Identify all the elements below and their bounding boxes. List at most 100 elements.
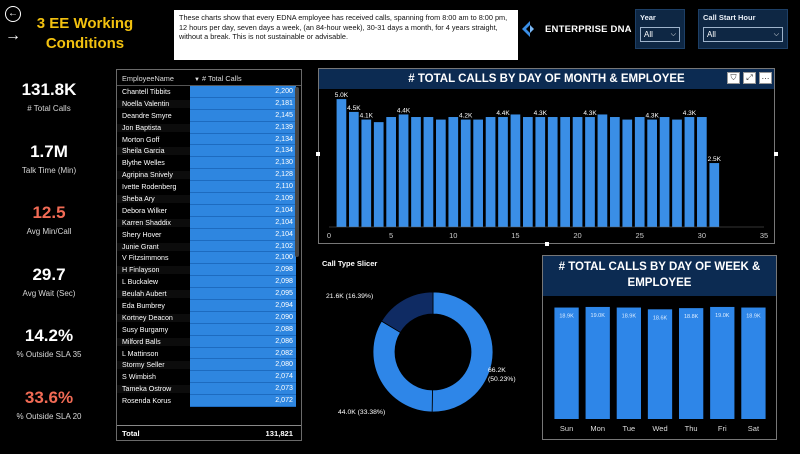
slice-label: 66.2K (488, 367, 506, 374)
slice-label: 44.0K (33.38%) (338, 409, 385, 416)
employee-total-calls: 2,145 (190, 109, 296, 122)
page-title: 3 EE Working Conditions (36, 15, 134, 52)
bar (336, 99, 347, 227)
chart-title: # TOTAL CALLS BY DAY OF WEEK & EMPLOYEE (543, 256, 776, 296)
bar (616, 307, 642, 419)
call-start-hour-slicer[interactable]: Call Start Hour All ⌵ (698, 9, 788, 49)
table-row[interactable]: Blythe Welles 2,130 (117, 157, 301, 170)
employee-name: Junie Grant (117, 242, 190, 251)
kpi-outside-sla-20: 33.6% % Outside SLA 20 (0, 388, 98, 421)
dna-logo-icon (522, 21, 534, 37)
calls-by-day-of-month-chart[interactable]: # TOTAL CALLS BY DAY OF MONTH & EMPLOYEE… (318, 68, 775, 244)
table-row[interactable]: S Wimbish 2,074 (117, 371, 301, 384)
resize-handle[interactable] (545, 242, 549, 246)
table-row[interactable]: H Finlayson 2,098 (117, 264, 301, 277)
table-row[interactable]: Junie Grant 2,102 (117, 240, 301, 253)
table-row[interactable]: Eda Bumbrey 2,094 (117, 300, 301, 312)
table-row[interactable]: Milford Balls 2,086 (117, 335, 301, 348)
bar (597, 114, 608, 227)
table-row[interactable]: Kortney Deacon 2,090 (117, 311, 301, 324)
employee-name: Kortney Deacon (117, 313, 190, 322)
bar (448, 117, 459, 227)
focus-mode-icon[interactable]: ⤢ (743, 72, 756, 84)
bar (622, 119, 633, 227)
bar (423, 117, 434, 227)
resize-handle[interactable] (774, 152, 778, 156)
table-row[interactable]: Sheba Ary 2,109 (117, 193, 301, 205)
x-tick-label: 30 (698, 231, 706, 240)
resize-handle[interactable] (316, 152, 320, 156)
donut-slice (372, 320, 433, 413)
data-label: 2.5K (708, 156, 722, 163)
bar (510, 114, 521, 227)
table-row[interactable]: Debora Wilker 2,104 (117, 204, 301, 217)
employee-calls-table[interactable]: EmployeeName ▼ # Total Calls Chantell Ti… (116, 69, 302, 441)
table-row[interactable]: Morton Goff 2,134 (117, 133, 301, 146)
x-tick-label: Wed (652, 424, 667, 433)
bar (741, 307, 766, 419)
bar (659, 117, 670, 227)
employee-name: Stormy Seller (117, 361, 190, 370)
employee-total-calls: 2,090 (190, 311, 296, 324)
kpi-value: 12.5 (32, 203, 66, 222)
table-row[interactable]: Sheila Garcia 2,134 (117, 145, 301, 158)
table-row[interactable]: L Mattinson 2,082 (117, 347, 301, 360)
bar (373, 122, 384, 227)
table-row[interactable]: Karren Shaddix 2,104 (117, 216, 301, 229)
hour-dropdown[interactable]: All ⌵ (703, 27, 783, 42)
calls-by-day-of-week-chart[interactable]: # TOTAL CALLS BY DAY OF WEEK & EMPLOYEE … (542, 255, 777, 440)
kpi-outside-sla-35: 14.2% % Outside SLA 35 (0, 326, 98, 359)
call-type-donut-chart[interactable]: 66.2K (50.23%) 44.0K (33.38%) 21.6K (16.39%… (318, 272, 538, 442)
employee-name: Agripina Snively (117, 171, 190, 180)
table-scrollbar[interactable] (295, 87, 299, 257)
table-row[interactable]: Beulah Aubert 2,095 (117, 288, 301, 301)
back-button[interactable]: ← (5, 6, 21, 22)
table-row[interactable]: L Buckalew 2,098 (117, 276, 301, 289)
employee-name: Jon Baptista (117, 123, 190, 132)
kpi-value: 131.8K (21, 80, 77, 99)
employee-name: Debora Wilker (122, 206, 167, 215)
kpi-label: # Total Calls (27, 104, 71, 113)
more-options-icon[interactable]: ⋯ (759, 72, 772, 84)
chart-title: # TOTAL CALLS BY DAY OF MONTH & EMPLOYEE (319, 69, 774, 89)
chevron-down-icon: ⌵ (670, 30, 676, 38)
table-body: Chantell Tibbits 2,200 Noella Valentin 2,18… (117, 86, 301, 408)
table-row[interactable]: Rosenda Korus 2,072 (117, 395, 301, 408)
employee-total-calls: 2,130 (190, 157, 296, 170)
table-row[interactable]: Shery Hover 2,104 (117, 228, 301, 241)
column-header-total-calls[interactable]: ▼ # Total Calls (190, 74, 296, 83)
employee-name: Sheba Ary (117, 194, 190, 203)
bar (535, 117, 546, 227)
table-row[interactable]: Tameka Ostrow 2,073 (117, 383, 301, 396)
filter-icon[interactable]: ⛉ (727, 72, 740, 84)
donut-slice (431, 291, 494, 413)
bar (710, 306, 735, 419)
employee-name: Shery Hover (122, 230, 162, 239)
table-row[interactable]: Noella Valentin 2,181 (117, 97, 301, 110)
table-row[interactable]: V Fitzsimmons 2,100 (117, 252, 301, 265)
column-header-employee[interactable]: EmployeeName (122, 74, 174, 83)
visual-header-icons: ⛉ ⤢ ⋯ (727, 72, 772, 84)
x-tick-label: 25 (636, 231, 644, 240)
table-row[interactable]: Ivette Rodenberg 2,110 (117, 181, 301, 194)
data-label: 4.3K (534, 110, 548, 117)
employee-total-calls: 2,100 (190, 252, 296, 265)
table-row[interactable]: Chantell Tibbits 2,200 (117, 86, 301, 98)
x-tick-label: Tue (623, 424, 636, 433)
year-dropdown[interactable]: All ⌵ (640, 27, 680, 42)
year-slicer[interactable]: Year All ⌵ (635, 9, 685, 49)
employee-total-calls: 2,104 (190, 228, 296, 241)
table-row[interactable]: Jon Baptista 2,139 (117, 121, 301, 134)
kpi-total-calls: 131.8K # Total Calls (0, 80, 98, 113)
data-label: 19.0K (591, 313, 606, 319)
table-row[interactable]: Stormy Seller 2,080 (117, 359, 301, 372)
year-dropdown-value: All (644, 30, 653, 39)
table-row[interactable]: Susy Burgamy 2,088 (117, 323, 301, 336)
forward-arrow-icon[interactable]: → (5, 27, 21, 44)
table-row[interactable]: Deandre Smyre 2,145 (117, 109, 301, 122)
bar (647, 119, 657, 227)
bar (672, 119, 682, 227)
table-row[interactable]: Agripina Snively 2,128 (117, 169, 301, 182)
data-label: 18.9K (746, 314, 761, 320)
bar (547, 117, 558, 227)
